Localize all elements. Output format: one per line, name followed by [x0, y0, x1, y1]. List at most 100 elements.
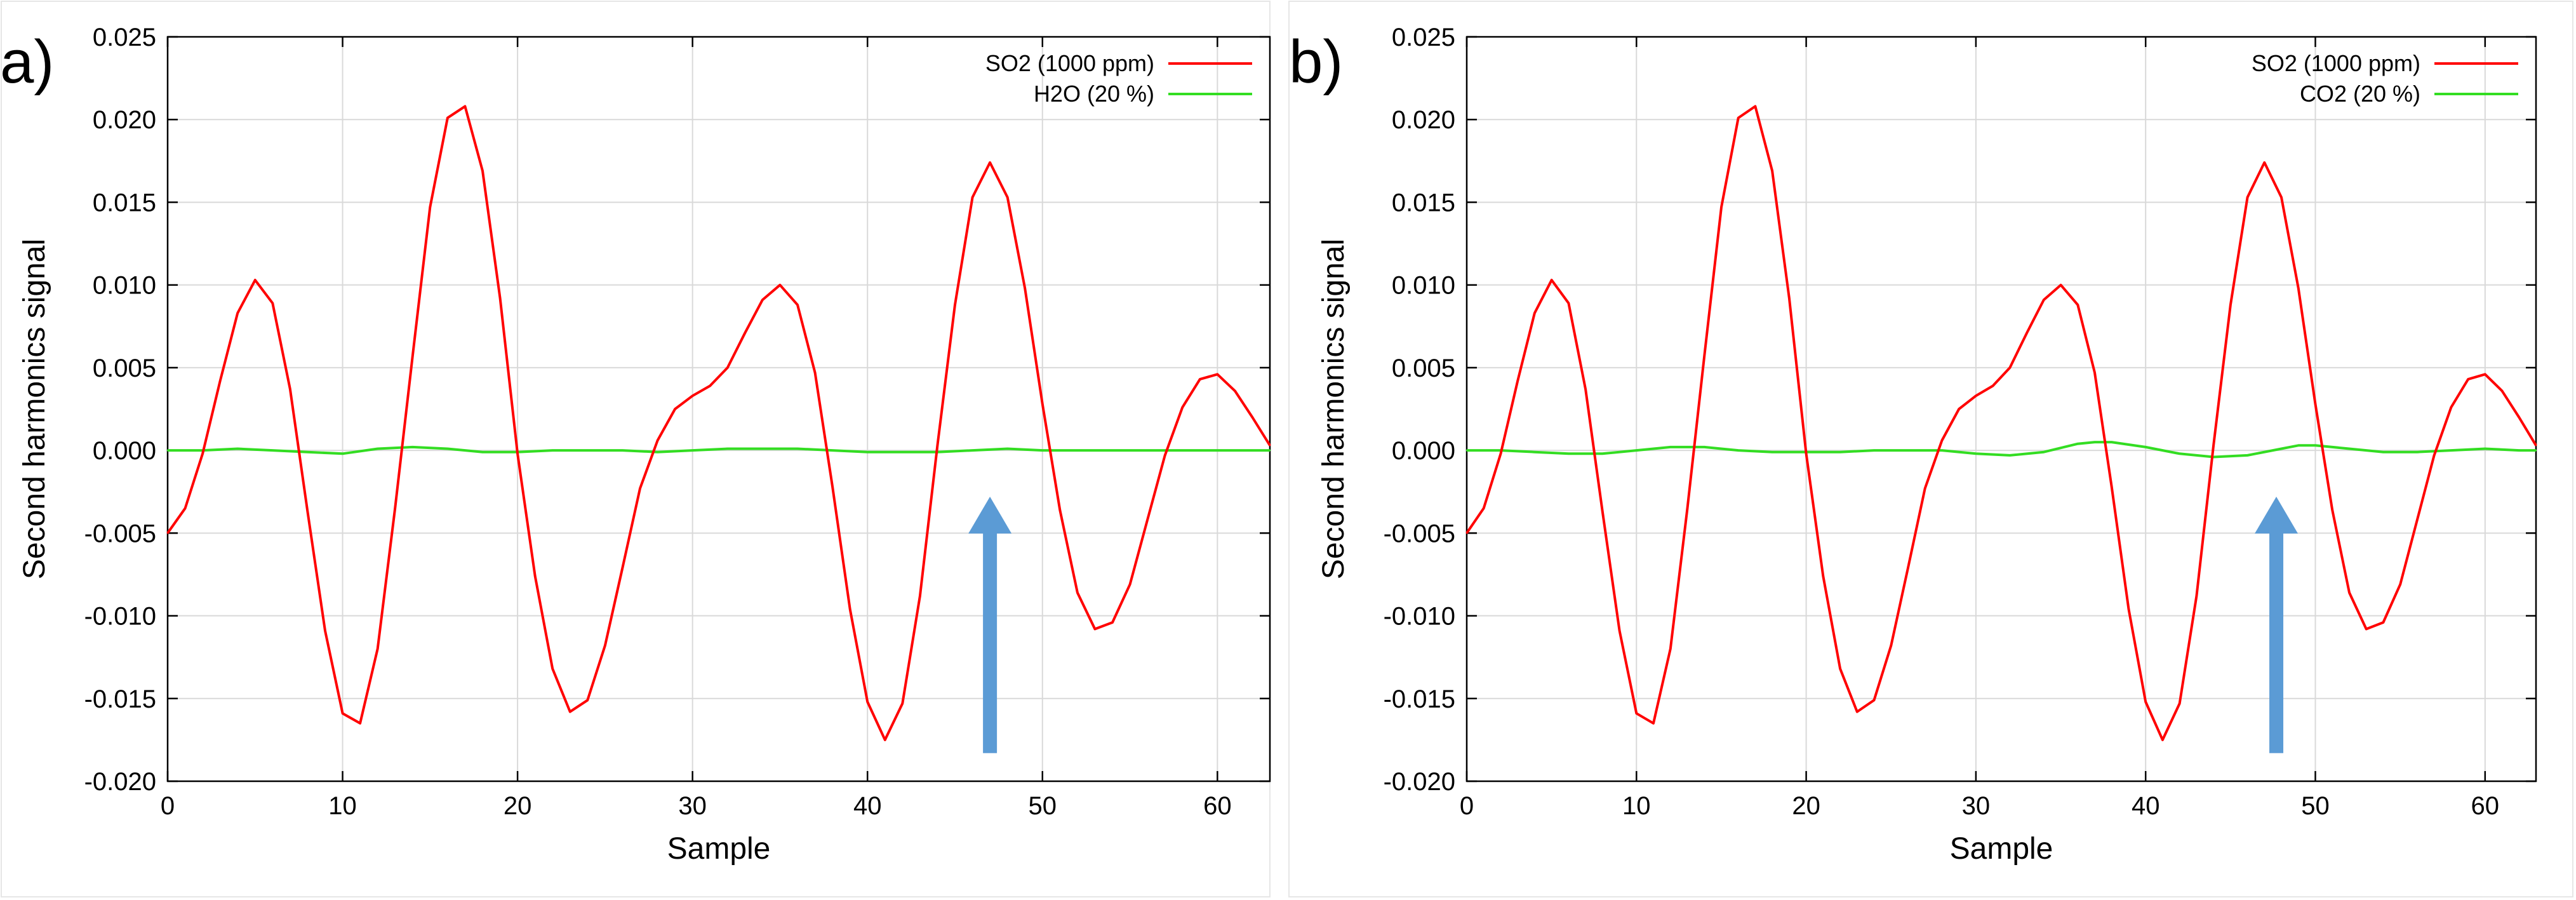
data-point	[342, 713, 344, 715]
y-axis-label: Second harmonics signal	[1317, 239, 1351, 579]
data-point	[2043, 451, 2045, 453]
data-point	[2382, 621, 2384, 624]
data-point	[2467, 378, 2469, 380]
data-point	[272, 302, 274, 304]
data-point	[2314, 403, 2316, 405]
x-tick-label: 40	[2132, 792, 2160, 820]
data-point	[1754, 105, 1756, 107]
data-point	[1041, 403, 1043, 405]
panel-label: a)	[0, 28, 54, 96]
y-tick-label: -0.005	[1384, 520, 1455, 547]
x-tick-label: 60	[2471, 792, 2500, 820]
y-tick-label: 0.000	[93, 437, 156, 465]
data-point	[2535, 449, 2537, 452]
data-point	[1856, 711, 1858, 713]
y-tick-label: 0.000	[1392, 437, 1455, 465]
data-point	[761, 299, 764, 301]
data-point	[359, 722, 361, 725]
data-point	[2179, 702, 2180, 704]
x-tick-label: 20	[1792, 792, 1820, 820]
legend-label: SO2 (1000 ppm)	[2252, 50, 2420, 76]
data-point	[2297, 445, 2299, 447]
annotation-arrow	[968, 497, 1012, 753]
plot-frame	[1465, 36, 2537, 782]
data-point	[377, 448, 378, 450]
data-point	[394, 507, 396, 509]
data-point	[2093, 441, 2096, 443]
data-point	[2128, 608, 2130, 610]
data-point	[2450, 449, 2452, 452]
data-point	[552, 449, 554, 452]
data-point	[1217, 449, 1218, 452]
data-point	[411, 446, 413, 448]
data-point	[1024, 287, 1026, 290]
x-axis-label: Sample	[1950, 832, 2053, 866]
data-point	[971, 449, 973, 452]
y-tick-label: -0.010	[84, 603, 156, 631]
y-tick-label: 0.025	[93, 24, 156, 51]
data-point	[2229, 304, 2232, 306]
x-tick-label: 20	[504, 792, 532, 820]
data-point	[1234, 390, 1236, 392]
y-tick-label: -0.015	[1384, 685, 1455, 713]
data-point	[481, 451, 484, 453]
chart-panel-b: 0 10 20 30 40 50 60 -0.020 -0.015 -0.010 -0.005 0.0…	[1289, 24, 2537, 866]
data-point	[954, 304, 956, 306]
data-point	[902, 451, 904, 453]
x-tick-label: 50	[2301, 792, 2330, 820]
data-point	[1890, 645, 1892, 647]
data-point	[1839, 451, 1841, 453]
data-point	[2043, 299, 2045, 301]
data-point	[1601, 511, 1604, 513]
data-point	[2484, 373, 2486, 375]
data-point	[2518, 449, 2520, 452]
data-point	[709, 385, 711, 387]
data-point	[831, 486, 834, 488]
data-point	[657, 451, 658, 453]
y-tick-label: 0.010	[93, 272, 156, 300]
y-tick-label: -0.020	[84, 768, 156, 796]
y-tick-label: -0.010	[1384, 603, 1455, 631]
data-point	[2111, 441, 2112, 443]
data-point	[796, 304, 799, 306]
y-axis-label: Second harmonics signal	[18, 239, 51, 579]
data-point	[1465, 532, 1468, 534]
data-point	[849, 608, 851, 610]
data-point	[1975, 394, 1977, 397]
arrow-shaft	[2269, 532, 2284, 753]
data-point	[481, 170, 484, 172]
data-point	[2009, 366, 2011, 369]
data-point	[761, 448, 764, 450]
data-point	[2161, 739, 2164, 741]
y-tick-label: 0.010	[1392, 272, 1455, 300]
data-point	[867, 701, 869, 703]
data-point	[464, 105, 466, 107]
data-point	[1006, 448, 1008, 450]
data-point	[1006, 196, 1008, 198]
data-point	[1822, 575, 1824, 577]
data-point	[884, 739, 886, 741]
data-point	[1907, 567, 1909, 569]
data-point	[2212, 445, 2215, 447]
data-point	[2077, 443, 2079, 445]
data-point	[2348, 448, 2351, 450]
y-tick-label: -0.020	[1384, 768, 1455, 796]
data-point	[342, 453, 344, 455]
y-tick-label: -0.005	[84, 520, 156, 547]
data-point	[1059, 509, 1061, 511]
data-point	[691, 394, 693, 397]
data-point	[902, 702, 904, 704]
data-point	[552, 668, 554, 670]
data-point	[1500, 453, 1502, 455]
data-point	[971, 196, 973, 198]
series-line-secondary	[1467, 441, 2536, 459]
data-point	[639, 487, 641, 490]
data-point	[2365, 628, 2367, 630]
data-point	[1873, 449, 1875, 452]
data-point	[1129, 583, 1131, 586]
data-point	[674, 408, 676, 410]
data-point	[2025, 332, 2028, 334]
x-tick-label: 30	[678, 792, 707, 820]
y-tick-label: 0.025	[1392, 24, 1455, 51]
